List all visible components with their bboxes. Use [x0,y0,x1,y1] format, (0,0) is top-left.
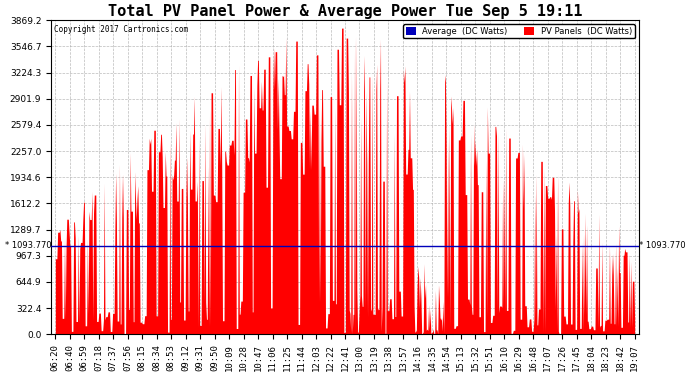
Text: Copyright 2017 Cartronics.com: Copyright 2017 Cartronics.com [54,25,188,34]
Text: * 1093.770: * 1093.770 [639,241,685,250]
Text: * 1093.770: * 1093.770 [5,241,51,250]
Title: Total PV Panel Power & Average Power Tue Sep 5 19:11: Total PV Panel Power & Average Power Tue… [108,4,582,19]
Legend: Average  (DC Watts), PV Panels  (DC Watts): Average (DC Watts), PV Panels (DC Watts) [404,24,635,39]
